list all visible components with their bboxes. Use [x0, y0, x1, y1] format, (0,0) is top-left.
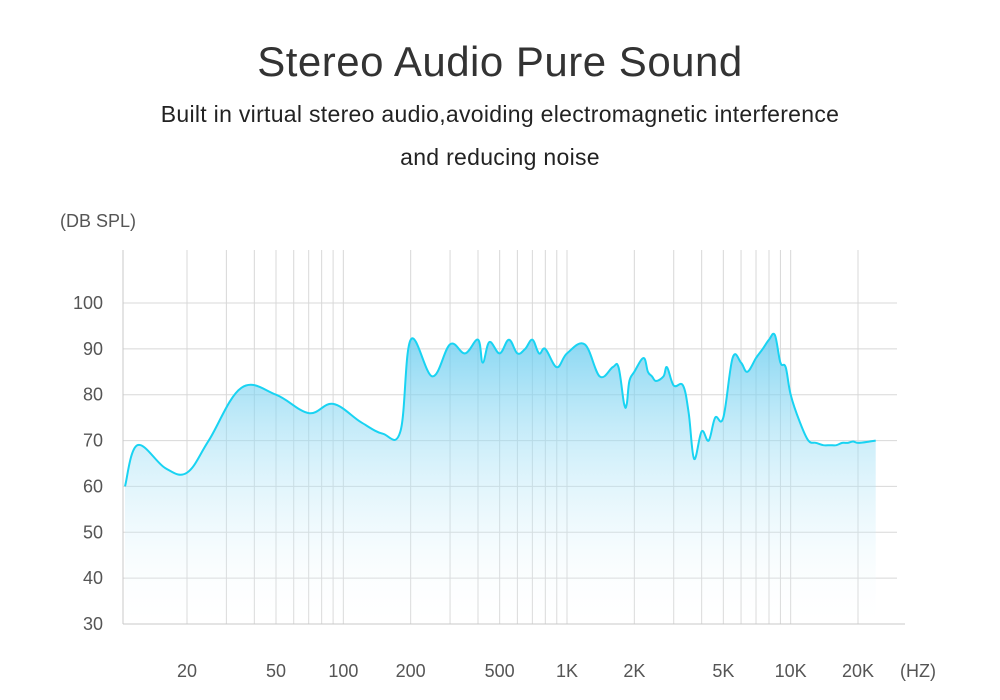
response-curve [124, 332, 876, 487]
x-tick-label: 200 [396, 661, 426, 681]
subtitle-line-1: Built in virtual stereo audio,avoiding e… [160, 101, 840, 127]
y-axis-label: (DB SPL) [60, 211, 136, 231]
response-area [125, 333, 876, 624]
y-tick-label: 100 [73, 293, 103, 313]
x-tick-label: 50 [266, 661, 286, 681]
y-tick-label: 50 [83, 522, 103, 542]
y-tick-label: 60 [83, 476, 103, 496]
subtitle-line-2: and reducing noise [400, 144, 600, 170]
x-tick-label: 100 [328, 661, 358, 681]
y-tick-label: 70 [83, 431, 103, 451]
y-tick-label: 30 [83, 614, 103, 634]
x-tick-label: 1K [556, 661, 578, 681]
x-tick-label: 20K [842, 661, 874, 681]
y-tick-label: 40 [83, 568, 103, 588]
page-title: Stereo Audio Pure Sound [257, 38, 743, 85]
axis-layer: 100 90 80 70 60 50 40 30 20 50 100 200 500 1K 2K 5K 10K 2… [73, 250, 905, 681]
x-tick-label: 5K [712, 661, 734, 681]
x-tick-label: 10K [775, 661, 807, 681]
y-tick-label: 80 [83, 385, 103, 405]
x-tick-label: 2K [623, 661, 645, 681]
x-tick-label: 500 [485, 661, 515, 681]
x-tick-label: 20 [177, 661, 197, 681]
y-tick-label: 90 [83, 339, 103, 359]
x-axis-label: (HZ) [900, 661, 936, 681]
